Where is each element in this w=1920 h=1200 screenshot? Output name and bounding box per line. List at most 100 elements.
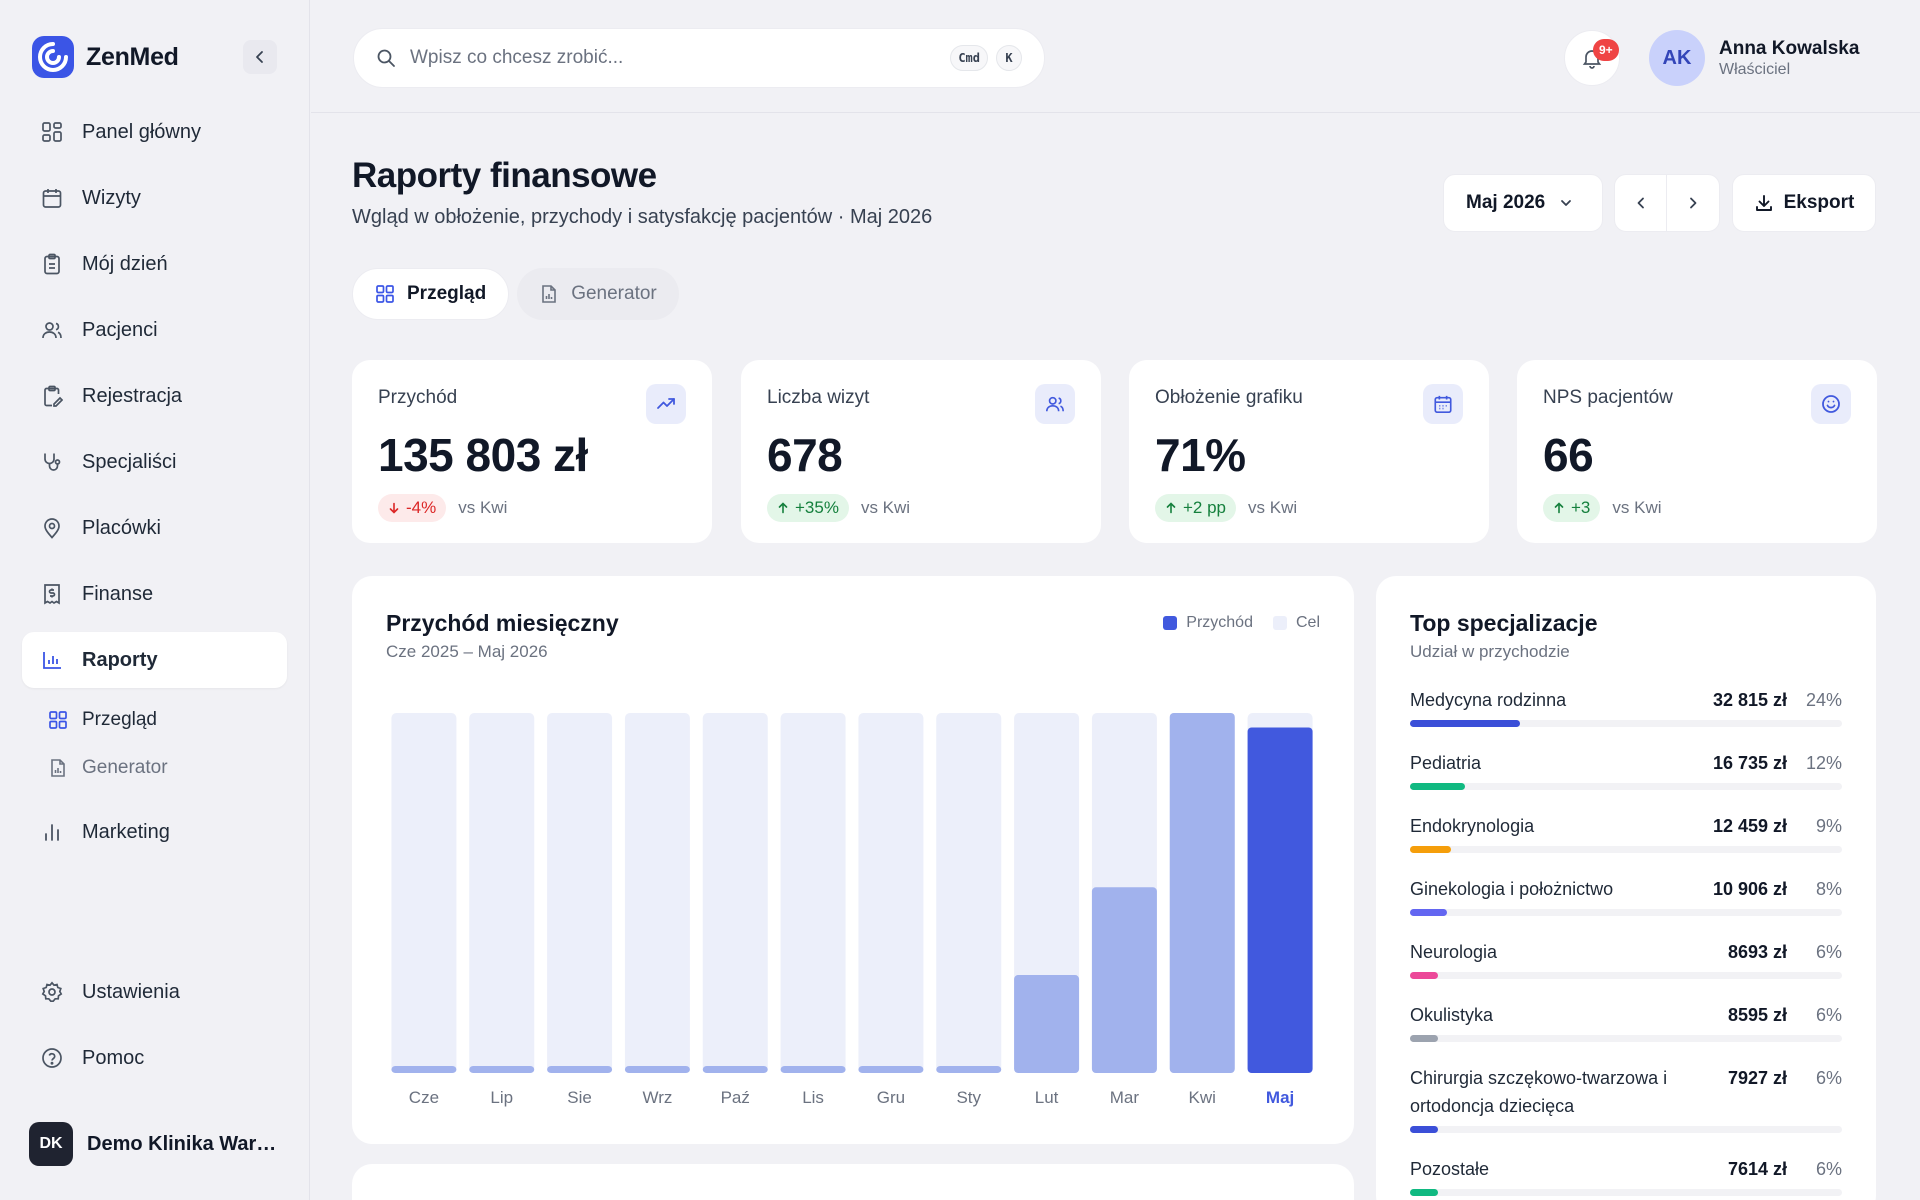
chart-revenue-bar[interactable] [469,1066,535,1073]
chart-target-bar [780,713,846,1073]
chart-revenue-bar[interactable] [702,1066,768,1073]
calendar-icon [42,189,62,208]
bar-chart-vertical-icon [45,824,59,841]
sidebar-item-label: Ustawienia [82,980,180,1003]
export-button[interactable]: Eksport [1732,174,1876,232]
next-month-button[interactable] [1667,175,1719,231]
chart-revenue-bar[interactable] [624,1066,690,1073]
sidebar-item-finanse[interactable]: Finanse [22,566,287,622]
spec-amount: 8595 zł [1727,1005,1787,1025]
chart-revenue-bar[interactable] [1091,887,1157,1073]
kpi-delta: +2 pp [1155,494,1237,522]
chart-target-bar [858,713,924,1073]
spec-bar-track [1410,783,1842,790]
month-select-value: Maj 2026 [1466,192,1546,213]
tab-label: Generator [571,283,657,304]
kpi-delta-value: -4% [406,498,437,517]
kpi-card-visits: Liczba wizyt 678 +35% vs Kwi [741,360,1101,543]
user-name[interactable]: Anna Kowalska [1719,38,1860,59]
spec-bar-track [1410,1189,1842,1196]
kpi-icon-box [646,384,686,424]
search-input[interactable]: Wpisz co chcesz zrobić... Cmd K [353,28,1045,88]
chart-x-tick-label: Lis [802,1088,824,1107]
smile-icon [1822,395,1840,413]
user-avatar[interactable]: AK [1649,30,1705,86]
chart-x-tick-label: Paź [721,1088,750,1107]
sidebar-item-placowki[interactable]: Placówki [22,500,287,556]
sidebar-item-raporty[interactable]: Raporty [22,632,287,688]
spec-bar-fill [1410,1035,1438,1042]
sidebar-item-marketing[interactable]: Marketing [22,804,287,860]
download-icon [1755,195,1772,211]
sidebar-item-label: Placówki [82,516,161,539]
sidebar-item-label: Pacjenci [82,318,158,341]
sidebar-item-label: Pomoc [82,1046,145,1069]
page-subtitle: Wgląd w obłożenie, przychody i satysfakc… [352,206,933,228]
spec-bar-fill [1410,783,1465,790]
spec-row: Pediatria 16 735 zł 12% [1410,749,1842,777]
calendar-icon [1434,395,1452,413]
spec-name: Endokrynologia [1410,816,1535,836]
spec-name: Okulistyka [1410,1005,1494,1025]
dashboard-icon [42,122,62,142]
tab-przeglad[interactable]: Przegląd [352,268,510,320]
spec-amount: 10 906 zł [1712,879,1787,899]
kpi-compare: vs Kwi [1612,498,1662,517]
chart-revenue-bar[interactable] [391,1066,457,1073]
sidebar-item-rejestracja[interactable]: Rejestracja [22,368,287,424]
sidebar-item-wizyty[interactable]: Wizyty [22,170,287,226]
sidebar-item-moj-dzien[interactable]: Mój dzień [22,236,287,292]
sidebar-item-label: Finanse [82,582,154,605]
chart-revenue-bar[interactable] [547,1066,613,1073]
spec-row: Medycyna rodzinna 32 815 zł 24% [1410,686,1842,714]
chart-revenue-bar[interactable] [1014,975,1080,1073]
sidebar-item-ustawienia[interactable]: Ustawienia [22,964,287,1020]
chart-revenue-bar[interactable] [936,1066,1002,1073]
spec-bar-track [1410,1035,1842,1042]
kbd-k: K [996,45,1022,71]
sidebar-item-pacjenci[interactable]: Pacjenci [22,302,287,358]
spec-row: Endokrynologia 12 459 zł 9% [1410,812,1842,840]
kpi-delta-value: +2 pp [1183,498,1227,517]
brand[interactable]: ZenMed [32,36,179,78]
sidebar-item-panel-glowny[interactable]: Panel główny [22,104,287,160]
spec-subtitle: Udział w przychodzie [1410,642,1570,661]
chart-revenue-bar[interactable] [1247,727,1313,1073]
org-avatar: DK [29,1122,73,1166]
kpi-icon-box [1423,384,1463,424]
chart-revenue-bar[interactable] [780,1066,846,1073]
chart-title: Przychód miesięczny [386,610,619,636]
kpi-label: Przychód [378,387,458,408]
spec-name: Pozostałe [1410,1159,1490,1179]
sidebar-subitem-przeglad[interactable]: Przegląd [22,696,287,744]
sidebar-item-specjalisci[interactable]: Specjaliści [22,434,287,490]
notifications-button[interactable]: 9+ [1564,30,1620,86]
sidebar-item-pomoc[interactable]: Pomoc [22,1030,287,1086]
chart-x-tick-label: Maj [1266,1088,1294,1107]
sidebar-item-label: Raporty [82,648,158,671]
spec-item: Neurologia 8693 zł 6% [1410,938,1842,979]
trending-up-icon [657,398,675,409]
sidebar-item-label: Wizyty [82,186,141,209]
spec-amount: 12 459 zł [1712,816,1787,836]
arrow-up-icon [778,502,788,514]
chevron-left-icon [1637,197,1644,209]
kpi-value: 66 [1543,429,1594,481]
month-select[interactable]: Maj 2026 [1443,174,1603,232]
spec-name: Ginekologia i położnictwo [1410,879,1614,899]
sidebar-collapse-button[interactable] [243,40,277,74]
spec-item: Pediatria 16 735 zł 12% [1410,749,1842,790]
kpi-delta: +35% [767,494,849,522]
previous-month-button[interactable] [1615,175,1668,231]
tab-generator[interactable]: Generator [517,268,679,320]
chart-revenue-bar[interactable] [858,1066,924,1073]
spec-percent: 8% [1815,879,1842,899]
chart-revenue-bar[interactable] [1169,713,1235,1073]
spec-amount: 7927 zł [1727,1068,1787,1088]
chart-x-tick-label: Kwi [1189,1088,1216,1107]
chevron-down-icon [1561,200,1572,206]
organization-switcher[interactable]: DK Demo Klinika Warszawa [29,1122,277,1166]
kpi-footer: +3 vs Kwi [1543,494,1662,522]
sidebar-subitem-generator[interactable]: Generator [22,744,287,792]
spec-bar-fill [1410,720,1520,727]
